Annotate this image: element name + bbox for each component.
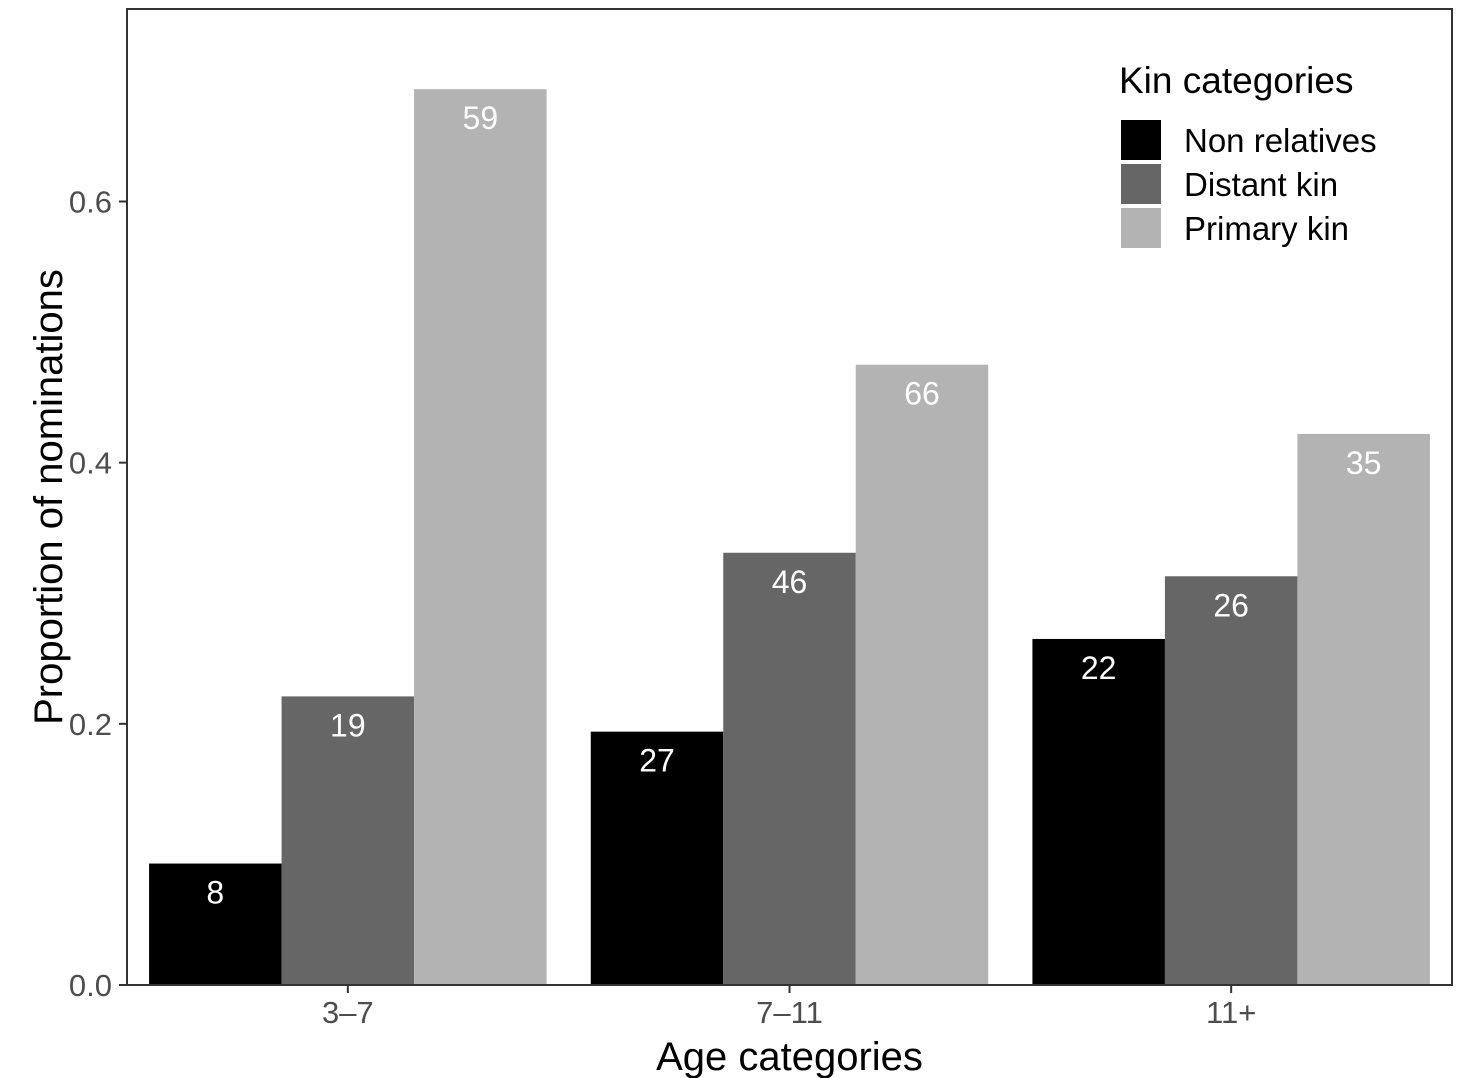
bar-primary-kin-2 <box>1297 433 1430 985</box>
bar-label-distant-kin-1: 46 <box>772 564 808 600</box>
x-tick-label: 3–7 <box>322 995 374 1030</box>
bar-label-non-relatives-0: 8 <box>206 875 224 911</box>
bars-layer <box>149 89 1430 986</box>
bar-primary-kin-1 <box>855 364 989 986</box>
bar-non-relatives-2 <box>1032 638 1165 985</box>
legend-label-non-relatives: Non relatives <box>1184 122 1377 159</box>
bar-distant-kin-1 <box>723 552 856 985</box>
bar-label-primary-kin-0: 59 <box>463 100 499 136</box>
bar-label-non-relatives-2: 22 <box>1081 650 1117 686</box>
x-axis-title: Age categories <box>656 1035 923 1078</box>
bar-non-relatives-1 <box>590 731 724 985</box>
bar-label-primary-kin-2: 35 <box>1346 445 1382 481</box>
legend-label-distant-kin: Distant kin <box>1184 166 1338 203</box>
y-tick-label: 0.6 <box>69 184 112 219</box>
y-axis-title: Proportion of nominations <box>27 269 71 725</box>
x-tick-label: 11+ <box>1206 995 1256 1030</box>
y-tick-label: 0.2 <box>69 707 112 742</box>
bar-labels-layer: 8 19 59 27 46 66 22 26 35 <box>206 100 1381 910</box>
y-tick-label: 0.0 <box>69 968 112 1003</box>
y-tick-label: 0.4 <box>69 446 112 481</box>
bar-label-non-relatives-1: 27 <box>639 743 675 779</box>
y-axis: 0.0 0.2 0.4 0.6 <box>69 184 127 1003</box>
legend-label-primary-kin: Primary kin <box>1184 210 1349 247</box>
x-tick-label: 7–11 <box>756 995 823 1030</box>
legend-key-non-relatives <box>1121 120 1161 160</box>
legend-key-primary-kin <box>1121 208 1161 248</box>
x-axis: 3–7 7–11 11+ <box>322 985 1256 1030</box>
legend: Kin categories Non relatives Distant kin P… <box>1119 60 1377 248</box>
bar-distant-kin-2 <box>1164 576 1298 985</box>
bar-non-relatives-0 <box>149 863 282 985</box>
legend-items: Non relatives Distant kin Primary kin <box>1121 120 1377 248</box>
bar-label-primary-kin-1: 66 <box>904 376 940 412</box>
bar-label-distant-kin-0: 19 <box>330 707 366 743</box>
bar-primary-kin-0 <box>414 89 547 986</box>
bar-distant-kin-0 <box>281 696 415 985</box>
legend-title: Kin categories <box>1119 60 1353 101</box>
bar-label-distant-kin-2: 26 <box>1213 587 1249 623</box>
legend-key-distant-kin <box>1121 164 1161 204</box>
